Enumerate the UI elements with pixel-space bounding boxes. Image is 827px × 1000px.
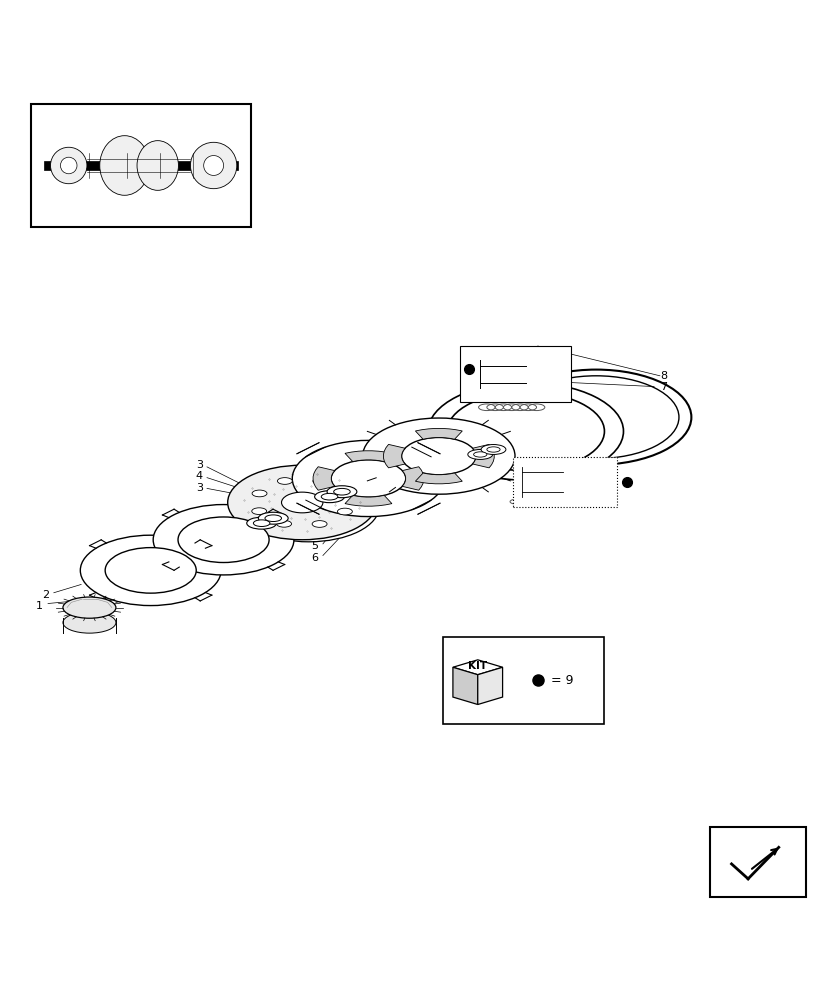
Polygon shape [383,444,404,468]
Ellipse shape [63,612,116,633]
Bar [568,489,581,497]
Ellipse shape [276,520,291,527]
Ellipse shape [401,437,476,475]
Ellipse shape [486,447,500,452]
Bar [546,392,561,401]
Polygon shape [477,667,502,705]
Ellipse shape [178,517,269,563]
Polygon shape [415,428,461,439]
Ellipse shape [63,597,116,618]
Polygon shape [402,467,423,490]
Ellipse shape [331,460,405,497]
Ellipse shape [253,520,270,526]
Ellipse shape [251,508,266,515]
Ellipse shape [428,382,623,480]
Ellipse shape [153,505,294,575]
Bar [442,637,604,724]
Text: 5: 5 [311,541,318,551]
Ellipse shape [190,142,237,189]
Ellipse shape [227,465,376,540]
Ellipse shape [473,452,486,457]
Text: 7: 7 [659,382,667,392]
Ellipse shape [559,490,565,495]
Polygon shape [345,451,391,462]
Polygon shape [345,495,391,506]
Text: 3: 3 [196,483,203,493]
Text: 8: 8 [659,371,667,381]
Text: KIT: KIT [467,661,487,671]
Bar [513,457,616,507]
Polygon shape [472,444,494,468]
Ellipse shape [500,370,691,465]
Ellipse shape [265,515,281,522]
Ellipse shape [480,445,505,454]
Bar [710,827,805,897]
Ellipse shape [50,147,87,184]
Ellipse shape [238,471,379,542]
Ellipse shape [362,418,514,494]
Ellipse shape [105,548,196,593]
Ellipse shape [447,392,604,471]
Ellipse shape [258,512,288,524]
Ellipse shape [246,517,276,529]
Polygon shape [313,467,334,490]
Ellipse shape [281,492,323,513]
Text: 4: 4 [195,471,203,481]
Ellipse shape [333,488,350,495]
Ellipse shape [535,393,542,398]
Ellipse shape [327,486,356,498]
Text: 6: 6 [311,553,318,563]
Ellipse shape [137,141,179,190]
Polygon shape [415,473,461,484]
Bar [31,104,251,227]
Ellipse shape [321,493,337,500]
Ellipse shape [313,478,327,484]
Ellipse shape [277,478,292,484]
Text: 3: 3 [196,460,203,470]
Polygon shape [452,667,477,705]
Bar [459,346,571,402]
Ellipse shape [467,449,492,459]
Ellipse shape [312,521,327,527]
Ellipse shape [292,440,444,517]
Ellipse shape [337,490,352,497]
Ellipse shape [314,491,344,503]
Ellipse shape [60,157,77,174]
Text: = 9: = 9 [550,674,572,687]
Ellipse shape [100,136,150,195]
Ellipse shape [203,156,223,175]
Polygon shape [452,660,502,675]
Bar [44,161,238,170]
Text: 1: 1 [36,601,43,611]
Ellipse shape [513,376,678,459]
Ellipse shape [251,490,266,497]
Text: 2: 2 [42,590,50,600]
Ellipse shape [80,535,221,606]
Ellipse shape [337,508,352,515]
